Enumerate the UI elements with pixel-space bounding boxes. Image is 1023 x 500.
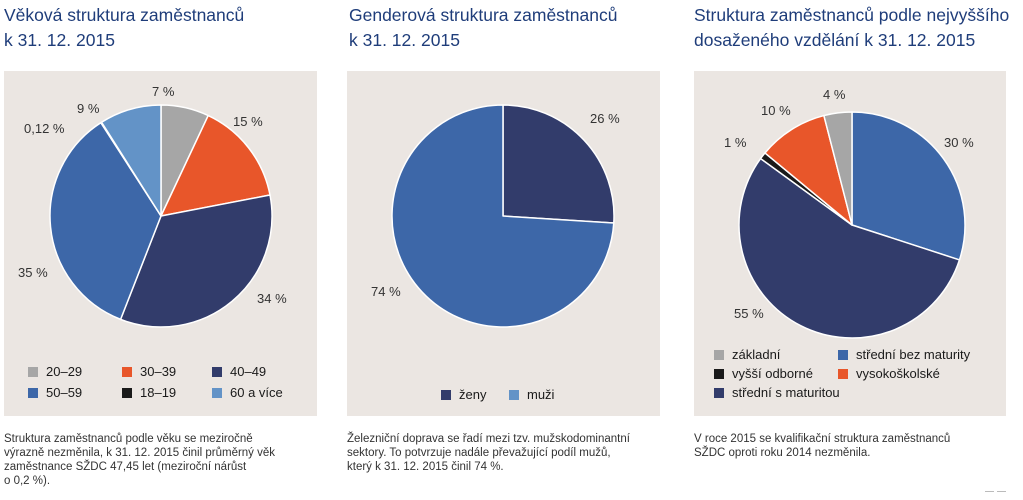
caption-line: výrazně nezměnila, k 31. 12. 2015 činil … (4, 447, 276, 459)
caption-line: o 0,2 %). (4, 475, 51, 487)
pie-slice-stredni-bez-maturity (851, 111, 966, 261)
gender-slice-label-muzi: 74 % (371, 284, 401, 299)
legend-swatch (509, 390, 519, 400)
legend-label: 18–19 (140, 385, 177, 400)
legend-swatch (441, 390, 451, 400)
education-legend-stredni-s-maturitou: střední s maturitou (714, 385, 840, 401)
pie-slice-60-a-vice (100, 104, 162, 217)
age-chart-title-line1: Věková struktura zaměstnanců (4, 5, 245, 25)
gender-chart-caption: Železniční doprava se řadí mezi tzv. muž… (347, 432, 667, 474)
education-chart-panel: 30 % 55 % 1 % 10 % 4 % základní střední … (694, 71, 1006, 416)
legend-swatch (838, 369, 848, 379)
age-slice-label-30-39: 15 % (233, 114, 263, 129)
gender-legend-muzi: muži (509, 387, 554, 403)
legend-swatch (714, 350, 724, 360)
education-chart-title: Struktura zaměstnanců podle nejvyššího d… (694, 3, 1009, 53)
caption-line: sektory. To potvrzuje nadále převažující… (347, 447, 611, 459)
pie-slice-zeny (502, 104, 615, 224)
legend-swatch (28, 367, 38, 377)
legend-swatch (714, 388, 724, 398)
pie-slice-zakladni (823, 111, 853, 226)
age-slice-label-50-59: 35 % (18, 265, 48, 280)
legend-label: 50–59 (46, 385, 83, 400)
age-slice-label-20-29: 7 % (152, 84, 175, 99)
pie-slice-muzi (391, 104, 615, 328)
education-legend-zakladni: základní (714, 347, 780, 363)
gender-chart-title-line1: Genderová struktura zaměstnanců (349, 5, 618, 25)
legend-swatch (714, 369, 724, 379)
legend-label: 60 a více (230, 385, 283, 400)
education-slice-label-zakladni: 4 % (823, 87, 846, 102)
caption-line: SŽDC oproti roku 2014 nezměnila. (694, 447, 871, 459)
age-legend-60-plus: 60 a více (212, 385, 283, 401)
education-pie-chart (738, 111, 966, 339)
caption-line: který k 31. 12. 2015 činil 74 %. (347, 461, 504, 473)
legend-label: muži (527, 387, 555, 402)
age-chart-panel: 7 % 15 % 34 % 35 % 0,12 % 9 % 20–29 30–3… (4, 71, 317, 416)
education-slice-label-stredni-s-maturitou: 55 % (734, 306, 764, 321)
legend-label: základní (732, 347, 781, 362)
age-slice-label-40-49: 34 % (257, 291, 287, 306)
gender-chart-panel: 26 % 74 % ženy muži (347, 71, 660, 416)
gender-chart-title-line2: k 31. 12. 2015 (349, 30, 460, 50)
legend-label: vysokoškolské (856, 366, 940, 381)
education-slice-label-stredni-bez-maturity: 30 % (944, 135, 974, 150)
legend-swatch (212, 388, 222, 398)
age-legend-30-39: 30–39 (122, 364, 176, 380)
gender-legend-zeny: ženy (441, 387, 486, 403)
education-chart-caption: V roce 2015 se kvalifikační struktura za… (694, 432, 1006, 460)
legend-label: 30–39 (140, 364, 177, 379)
education-chart-title-line1: Struktura zaměstnanců podle nejvyššího (694, 5, 1010, 25)
education-chart-title-line2: dosaženého vzdělání k 31. 12. 2015 (694, 30, 976, 50)
age-slice-label-60-plus: 9 % (77, 101, 100, 116)
legend-swatch (122, 367, 132, 377)
legend-label: ženy (459, 387, 487, 402)
pie-slice-50-59 (49, 121, 162, 321)
gender-chart-title: Genderová struktura zaměstnanců k 31. 12… (349, 3, 617, 53)
education-slice-label-vyssi-odborne: 1 % (724, 135, 747, 150)
legend-label: střední s maturitou (732, 385, 840, 400)
age-slice-label-18-19: 0,12 % (24, 121, 65, 136)
pie-slice-30-39 (160, 114, 271, 217)
legend-label: střední bez maturity (856, 347, 971, 362)
gender-slice-label-zeny: 26 % (590, 111, 620, 126)
decorative-dash (997, 491, 1006, 492)
pie-slice-40-49 (119, 194, 273, 328)
decorative-dash (985, 491, 994, 492)
age-legend-20-29: 20–29 (28, 364, 82, 380)
caption-line: Struktura zaměstnanců podle věku se mezi… (4, 433, 253, 445)
education-legend-vysokoskolske: vysokoškolské (838, 366, 940, 382)
legend-swatch (28, 388, 38, 398)
caption-line: zaměstnance SŽDC 47,45 let (meziroční ná… (4, 461, 247, 473)
legend-label: 20–29 (46, 364, 83, 379)
age-legend-50-59: 50–59 (28, 385, 82, 401)
age-legend-40-49: 40–49 (212, 364, 266, 380)
age-chart-title: Věková struktura zaměstnanců k 31. 12. 2… (4, 3, 244, 53)
legend-label: vyšší odborné (732, 366, 813, 381)
age-chart-caption: Struktura zaměstnanců podle věku se mezi… (4, 432, 319, 488)
gender-pie-chart (391, 104, 615, 328)
legend-swatch (838, 350, 848, 360)
education-legend-vyssi-odborne: vyšší odborné (714, 366, 813, 382)
education-legend-stredni-bez-maturity: střední bez maturity (838, 347, 970, 363)
legend-swatch (122, 388, 132, 398)
age-chart-title-line2: k 31. 12. 2015 (4, 30, 115, 50)
education-slice-label-vysokoskolske: 10 % (761, 103, 791, 118)
legend-label: 40–49 (230, 364, 267, 379)
legend-swatch (212, 367, 222, 377)
caption-line: V roce 2015 se kvalifikační struktura za… (694, 433, 951, 445)
pie-slice-stredni-s-maturitou (738, 157, 961, 339)
age-legend-18-19: 18–19 (122, 385, 176, 401)
caption-line: Železniční doprava se řadí mezi tzv. muž… (347, 433, 630, 445)
age-pie-chart (49, 104, 273, 328)
